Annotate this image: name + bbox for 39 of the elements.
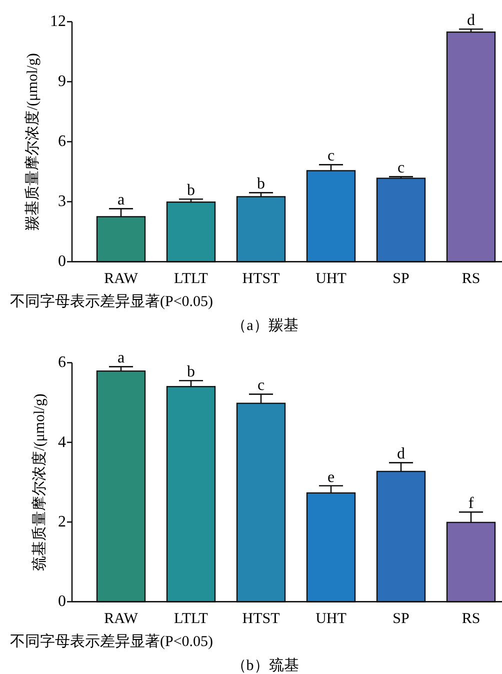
annotation: b: [187, 182, 195, 200]
text: 不同字母表示差异显著(P<0.05): [10, 633, 214, 650]
x-tick-label: HTST: [242, 271, 280, 287]
y-tick-label: 9: [58, 73, 66, 90]
annotation: e: [327, 468, 335, 486]
x-tick-label: RS: [462, 611, 480, 627]
y-axis-title: 巯基质量摩尔浓度/(μmol/g): [31, 394, 48, 571]
annotation: c: [257, 377, 265, 394]
y-tick-label: 0: [58, 253, 66, 270]
annotation: c: [327, 148, 335, 165]
x-tick-label: LTLT: [174, 611, 208, 627]
x-tick-label: SP: [392, 611, 410, 627]
text: 不同字母表示差异显著(P<0.05): [10, 293, 214, 310]
x-tick-label: SP: [392, 271, 410, 287]
annotation: d: [397, 446, 405, 463]
y-tick-label: 12: [50, 13, 66, 30]
annotation: c: [397, 160, 405, 177]
x-tick-label: UHT: [316, 271, 346, 287]
y-tick-label: 4: [58, 434, 66, 451]
y-tick-label: 2: [58, 514, 66, 531]
text: （b）巯基: [231, 657, 299, 674]
annotation: d: [467, 12, 475, 30]
annotation: a: [117, 192, 125, 209]
y-tick-label: 6: [58, 133, 66, 150]
y-tick-label: 6: [58, 354, 66, 372]
annotation: b: [187, 364, 195, 381]
annotation: b: [257, 176, 265, 193]
y-axis-title: 羰基质量摩尔浓度/(μmol/g): [24, 53, 41, 230]
x-tick-label: RAW: [104, 271, 139, 287]
annotation: f: [468, 495, 474, 512]
x-tick-label: HTST: [242, 611, 280, 627]
x-tick-label: UHT: [316, 611, 346, 627]
text: （a）羰基: [232, 317, 298, 334]
y-tick-label: 3: [58, 193, 66, 210]
y-tick-label: 0: [58, 593, 66, 610]
x-tick-label: RS: [462, 271, 480, 287]
x-tick-label: RAW: [104, 611, 139, 627]
x-tick-label: LTLT: [174, 271, 208, 287]
annotation: a: [117, 350, 125, 367]
